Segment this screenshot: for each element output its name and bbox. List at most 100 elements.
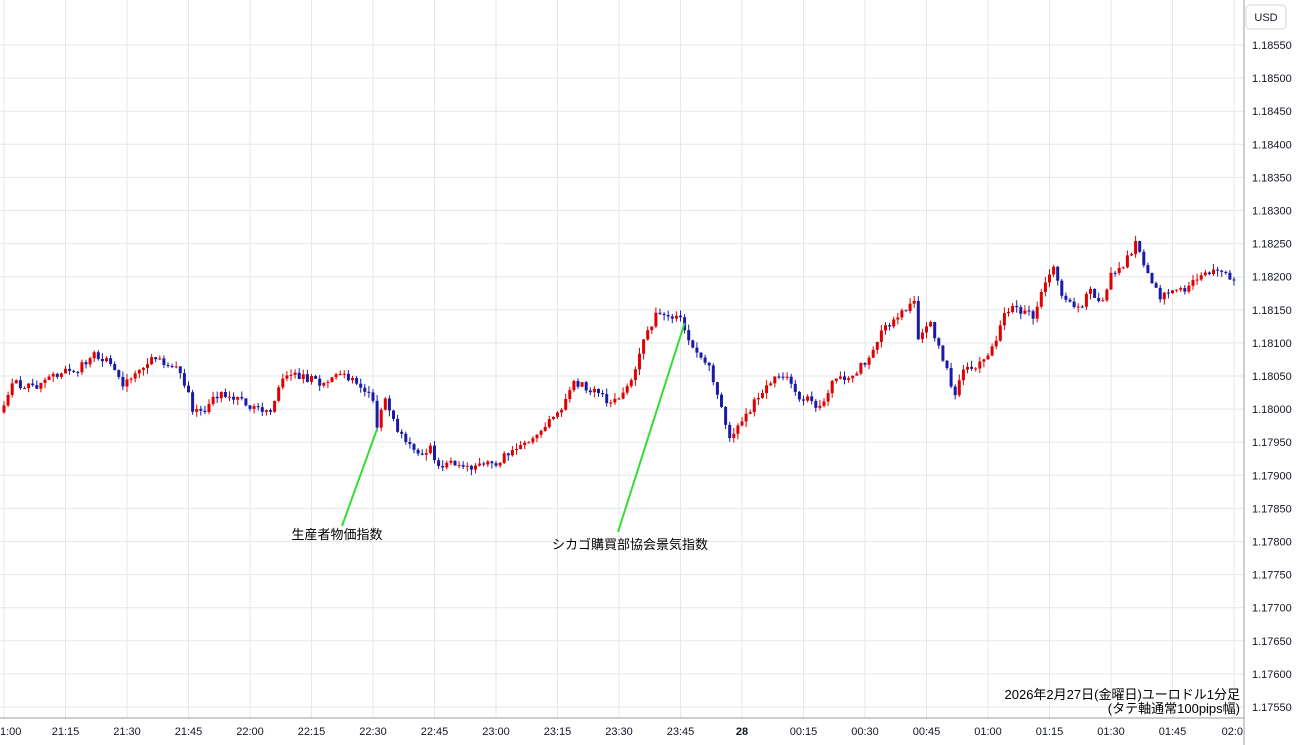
candle-body: [990, 346, 994, 356]
candle-body: [281, 378, 285, 388]
candle-body: [416, 449, 420, 454]
candle-body: [187, 385, 190, 393]
candle-body: [568, 390, 572, 400]
candle-body: [1023, 310, 1027, 314]
candle-body: [174, 366, 178, 368]
candle-body: [338, 374, 342, 376]
candle-body: [256, 406, 260, 408]
candle-body: [150, 357, 154, 365]
candle-body: [498, 462, 502, 466]
candle-body: [39, 382, 43, 389]
candle-body: [166, 365, 170, 367]
candle-body: [141, 367, 145, 370]
candle-body: [437, 460, 441, 466]
candle-body: [326, 382, 330, 384]
candle-body: [822, 401, 826, 406]
candle-body: [1048, 274, 1051, 283]
candle-body: [551, 416, 555, 420]
candle-body: [793, 383, 797, 392]
candle-body: [219, 392, 223, 399]
x-tick-label: 01:15: [1036, 726, 1064, 738]
candle-body: [1125, 255, 1129, 268]
candle-body: [449, 460, 453, 463]
candle-body: [761, 393, 764, 398]
candle-body: [781, 376, 785, 378]
candle-body: [912, 300, 916, 304]
annotation-line: [341, 428, 379, 527]
candle-body: [289, 374, 293, 376]
candle-body: [756, 397, 760, 400]
candle-body: [215, 396, 219, 399]
candle-body: [1216, 269, 1220, 271]
candle-body: [117, 370, 121, 377]
x-tick-label: 02:0: [1222, 726, 1243, 738]
candle-body: [191, 392, 195, 412]
candle-body: [580, 382, 584, 387]
x-tick-label: 21:15: [52, 726, 80, 738]
x-axis-labels: 1:00 21:15 21:30 21:45 22:00 22:15 22:30 22:45 2…: [0, 726, 1243, 738]
candle-body: [609, 402, 613, 404]
currency-button[interactable]: USD: [1245, 4, 1287, 30]
x-tick-label: 00:45: [913, 726, 941, 738]
y-tick-label: 1.18550: [1252, 40, 1292, 52]
candle-body: [1105, 289, 1109, 301]
y-tick-label: 1.18450: [1252, 106, 1292, 118]
candle-body: [838, 376, 842, 379]
candle-body: [379, 409, 383, 428]
candle-body: [396, 418, 400, 432]
candle-body: [486, 461, 490, 465]
candle-body: [105, 358, 108, 362]
candle-body: [1076, 306, 1080, 308]
x-tick-label: 21:45: [175, 726, 203, 738]
candle-body: [978, 361, 982, 369]
candle-body: [96, 352, 100, 359]
currency-label[interactable]: USD: [1254, 12, 1277, 24]
candle-body: [621, 392, 625, 399]
candle-body: [137, 369, 141, 374]
candle-body: [625, 386, 629, 393]
candle-body: [248, 405, 252, 409]
candle-body: [23, 388, 26, 390]
candle-body: [884, 325, 887, 331]
candle-body: [1117, 267, 1121, 273]
candle-body: [264, 410, 268, 412]
candle-body: [691, 340, 695, 348]
candle-body: [916, 300, 920, 340]
x-tick-label: 23:30: [605, 726, 633, 738]
candle-body: [35, 385, 39, 389]
candle-body: [351, 378, 354, 381]
candle-body: [195, 408, 199, 412]
candle-body: [1166, 292, 1170, 294]
y-tick-label: 1.17850: [1252, 503, 1292, 515]
x-tick-label: 23:45: [667, 726, 695, 738]
candle-body: [109, 358, 113, 364]
grid-lines: [0, 0, 1244, 718]
candle-body: [662, 313, 666, 315]
candle-body: [400, 431, 404, 434]
candle-body: [18, 380, 22, 389]
candle-body: [592, 388, 596, 393]
candle-body: [1109, 272, 1113, 290]
candle-body: [527, 442, 531, 444]
y-tick-label: 1.17700: [1252, 603, 1292, 615]
candle-body: [478, 463, 482, 466]
candle-body: [1171, 290, 1174, 294]
candle-body: [925, 326, 928, 333]
candle-body: [125, 379, 129, 387]
candle-body: [461, 465, 465, 467]
currency-button-bg[interactable]: [1245, 4, 1287, 30]
candle-body: [1199, 275, 1203, 280]
candle-body: [314, 376, 318, 379]
candle-body: [232, 396, 236, 400]
candle-body: [1130, 254, 1133, 256]
candle-body: [765, 385, 769, 394]
candle-body: [863, 363, 867, 365]
candle-body: [1142, 251, 1146, 266]
candle-body: [945, 360, 949, 368]
x-tick-label: 23:00: [482, 726, 510, 738]
candle-body: [510, 449, 514, 456]
candle-body: [392, 410, 395, 419]
x-tick-label: 22:30: [359, 726, 387, 738]
candle-body: [674, 315, 678, 319]
candle-body: [966, 366, 969, 370]
